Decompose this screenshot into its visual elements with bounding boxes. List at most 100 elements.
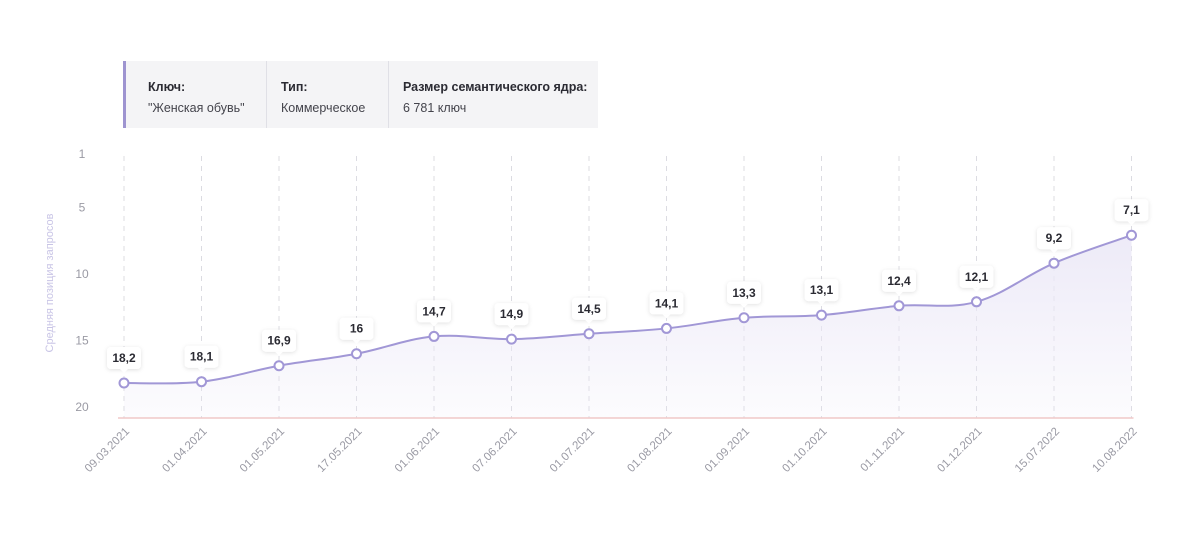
data-label-pointer	[662, 314, 671, 319]
data-point	[273, 360, 285, 372]
data-label-box	[417, 300, 451, 323]
data-label: 14,7	[417, 300, 451, 327]
info-size: Размер семантического ядра: 6 781 ключ	[388, 61, 598, 128]
data-label-box	[494, 303, 529, 326]
x-tick-label: 01.07.2021	[548, 426, 597, 475]
y-tick-label: 15	[75, 333, 89, 347]
x-tick-label: 10.08.2022	[1090, 426, 1139, 475]
data-label-text: 14,7	[422, 304, 446, 318]
data-label: 14,5	[572, 297, 606, 324]
data-label-text: 18,1	[190, 350, 214, 364]
data-label: 13,1	[804, 279, 839, 306]
data-label-pointer	[197, 367, 206, 372]
data-label-text: 7,1	[1123, 203, 1140, 217]
data-label-text: 14,9	[500, 307, 524, 321]
data-label-pointer	[740, 303, 748, 308]
y-tick-label: 1	[79, 147, 86, 161]
data-label-box	[262, 329, 296, 352]
x-tick-label: 01.11.2021	[859, 426, 908, 475]
x-tick-label: 01.09.2021	[703, 426, 752, 475]
data-label-box	[1037, 227, 1071, 250]
data-label: 14,1	[649, 292, 684, 319]
data-point	[506, 333, 517, 345]
x-tick-label: 07.06.2021	[470, 426, 519, 475]
data-label-box	[572, 297, 606, 320]
data-label-text: 16,9	[267, 334, 291, 348]
data-point	[661, 322, 672, 334]
data-point	[196, 376, 207, 388]
data-label-text: 16	[350, 322, 364, 336]
data-point	[738, 312, 750, 324]
data-label-pointer	[1050, 249, 1058, 254]
data-label-box	[649, 292, 684, 315]
data-label: 16	[339, 317, 374, 344]
type-value: Коммерческое	[281, 101, 366, 115]
data-label: 18,1	[184, 345, 219, 372]
series-area	[124, 235, 1132, 418]
y-tick-label: 5	[79, 200, 86, 214]
data-label-text: 13,1	[810, 283, 834, 297]
data-point	[118, 377, 130, 389]
data-label-box	[107, 347, 141, 370]
data-label-box	[959, 265, 994, 288]
x-tick-label: 01.12.2021	[935, 426, 984, 475]
data-label-box	[727, 281, 761, 304]
data-label-box	[1114, 199, 1149, 222]
data-label-box	[804, 279, 839, 302]
data-label: 7,1	[1114, 199, 1149, 226]
data-label-pointer	[1127, 221, 1136, 226]
y-tick-label: 10	[75, 267, 89, 281]
data-label-pointer	[585, 319, 593, 324]
data-point	[971, 296, 982, 308]
data-label-pointer	[895, 291, 903, 296]
data-point	[1126, 229, 1137, 241]
x-tick-label: 09.03.2021	[83, 426, 132, 475]
key-value: "Женская обувь"	[148, 101, 245, 115]
data-label-pointer	[430, 322, 438, 327]
data-label-pointer	[352, 339, 361, 344]
y-tick-label: 20	[75, 400, 89, 414]
x-tick-label: 01.10.2021	[780, 426, 829, 475]
data-label-pointer	[972, 287, 981, 292]
data-label-pointer	[817, 301, 826, 306]
x-tick-label: 01.04.2021	[160, 426, 209, 475]
size-value: 6 781 ключ	[403, 101, 467, 115]
type-label: Тип:	[281, 80, 308, 94]
data-point	[893, 300, 905, 312]
data-label: 14,9	[494, 303, 529, 330]
info-type: Тип: Коммерческое	[266, 61, 388, 128]
data-point	[583, 328, 595, 340]
data-point	[428, 330, 440, 342]
x-tick-label: 15.07.2022	[1013, 426, 1062, 475]
data-point	[816, 309, 827, 321]
data-label: 9,2	[1037, 227, 1071, 254]
x-tick-label: 01.08.2021	[625, 426, 674, 475]
data-point	[351, 348, 362, 360]
data-label-text: 18,2	[112, 351, 136, 365]
data-label-text: 12,4	[887, 274, 911, 288]
data-label-pointer	[120, 369, 128, 374]
data-label-box	[184, 345, 219, 368]
data-label-text: 9,2	[1046, 231, 1063, 245]
x-tick-label: 01.06.2021	[393, 426, 442, 475]
data-label-text: 13,3	[732, 286, 756, 300]
data-label: 13,3	[727, 281, 761, 308]
data-point	[1048, 257, 1060, 269]
size-label: Размер семантического ядра:	[403, 80, 588, 94]
data-label: 12,1	[959, 265, 994, 292]
data-label-text: 12,1	[965, 270, 989, 284]
data-label-text: 14,1	[655, 296, 679, 310]
data-label: 18,2	[107, 347, 141, 374]
data-label: 16,9	[262, 329, 296, 356]
key-label: Ключ:	[148, 80, 186, 94]
data-label-text: 14,5	[577, 302, 601, 316]
x-tick-label: 17.05.2021	[315, 426, 364, 475]
info-card: Ключ: "Женская обувь" Тип: Коммерческое …	[123, 61, 598, 128]
info-key: Ключ: "Женская обувь"	[148, 61, 266, 128]
data-label-box	[882, 269, 916, 292]
x-tick-label: 01.05.2021	[238, 426, 287, 475]
data-label-pointer	[507, 325, 516, 330]
data-label: 12,4	[882, 269, 916, 296]
data-label-pointer	[275, 351, 283, 356]
